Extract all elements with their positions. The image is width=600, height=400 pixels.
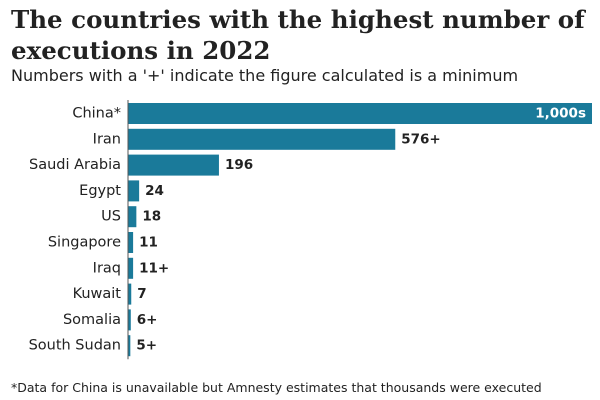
bar-group: Somalia 6+ — [63, 309, 158, 331]
category-label: Egypt — [79, 183, 121, 199]
value-label: 11+ — [139, 260, 169, 276]
bar-group: Iraq 11+ — [93, 257, 169, 279]
bar — [128, 257, 134, 279]
bar — [128, 283, 132, 305]
category-label: Saudi Arabia — [29, 157, 121, 173]
category-label: Kuwait — [73, 286, 122, 302]
chart-footnote: *Data for China is unavailable but Amnes… — [11, 380, 542, 395]
bar-group: Kuwait 7 — [73, 283, 147, 305]
value-label: 6+ — [137, 312, 158, 328]
bar — [128, 335, 131, 357]
bar — [128, 206, 137, 228]
bar — [128, 180, 140, 202]
bar — [128, 154, 219, 176]
value-label: 11 — [139, 235, 158, 251]
category-label: US — [101, 209, 121, 225]
category-label: Singapore — [48, 235, 121, 251]
bar-group: China* 1,000s — [72, 103, 592, 124]
bar — [128, 128, 396, 150]
value-label: 5+ — [136, 338, 157, 354]
value-label: 7 — [137, 286, 146, 302]
bar-group: Iran 576+ — [93, 128, 441, 150]
category-label: South Sudan — [29, 338, 121, 354]
category-label: Somalia — [63, 312, 121, 328]
bar-group: Singapore 11 — [48, 232, 158, 253]
category-label: Iraq — [93, 260, 121, 276]
bars-layer: China* 1,000s Iran 576+ Saudi Arabia 196 Egypt… — [29, 103, 592, 357]
bar — [128, 103, 592, 124]
value-label: 18 — [142, 209, 161, 225]
category-label: Iran — [93, 131, 121, 147]
bar-group: Saudi Arabia 196 — [29, 154, 253, 176]
value-label: 196 — [225, 157, 253, 173]
bar-group: US 18 — [101, 206, 161, 228]
value-label: 1,000s — [535, 106, 586, 122]
bar — [128, 309, 131, 331]
chart-title: The countries with the highest number of… — [11, 5, 585, 65]
chart-subtitle: Numbers with a '+' indicate the figure c… — [11, 66, 519, 85]
value-label: 576+ — [401, 131, 441, 147]
category-label: China* — [72, 106, 121, 122]
bar-group: South Sudan 5+ — [29, 335, 157, 357]
bar-group: Egypt 24 — [79, 180, 164, 202]
value-label: 24 — [145, 183, 164, 199]
bar — [128, 232, 134, 253]
